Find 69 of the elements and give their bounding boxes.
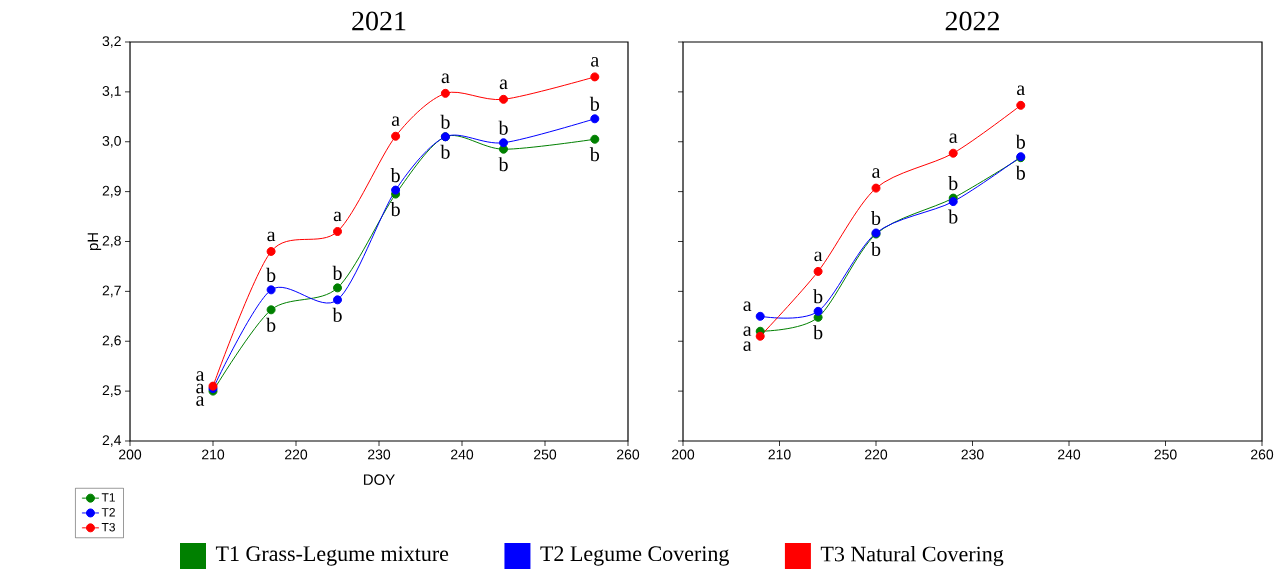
annotation: b	[440, 144, 450, 159]
annotation: b	[871, 241, 881, 257]
text: T1 Grass-Legume mixture	[215, 546, 449, 566]
legend-label: T2	[101, 508, 115, 517]
annotation: a	[743, 341, 752, 352]
annotation: b	[390, 168, 400, 183]
x-tick-label: 240	[451, 449, 474, 460]
annotation: b	[871, 210, 881, 226]
x-tick-label: 260	[1251, 449, 1274, 460]
annotation: b	[332, 265, 342, 280]
y-tick-label: 2,6	[102, 335, 121, 348]
annotation: b	[589, 147, 600, 162]
x-tick-label: 220	[285, 449, 308, 460]
x-tick-label: 250	[534, 449, 557, 460]
annotation: a	[872, 168, 881, 178]
annotation: a	[441, 73, 450, 84]
x-tick-label: 220	[865, 449, 888, 460]
annotation: a	[949, 133, 958, 143]
x-tick-label: 200	[672, 449, 695, 460]
annotation: b	[266, 317, 276, 332]
annotation: b	[1015, 134, 1025, 149]
annotation: b	[813, 289, 823, 304]
text: T3 Natural Covering	[820, 545, 1004, 566]
y-tick-label: 2,5	[102, 385, 121, 397]
annotation: a	[196, 383, 205, 394]
x-tick-label: 200	[119, 449, 142, 460]
chart-title: 2022	[945, 11, 999, 31]
annotation: a	[499, 79, 508, 90]
legend-label: T3	[101, 522, 115, 532]
annotation: a	[743, 301, 752, 312]
y-tick-label: 2,8	[102, 235, 121, 248]
annotation: b	[498, 120, 508, 135]
y-tick-label: 3,0	[102, 135, 121, 148]
annotation: a	[196, 396, 205, 406]
y-axis-title: pH	[87, 233, 102, 251]
x-axis-title: DOY	[363, 474, 395, 485]
y-tick-label: 3,2	[102, 36, 121, 48]
annotation: b	[948, 176, 958, 191]
annotation: b	[390, 202, 400, 217]
legend-label: T1	[101, 493, 115, 502]
annotation: b	[948, 209, 958, 224]
x-tick-label: 210	[768, 449, 791, 460]
x-tick-label: 260	[617, 449, 640, 460]
x-tick-label: 240	[1058, 449, 1081, 460]
x-tick-label: 250	[1154, 449, 1177, 460]
x-tick-label: 230	[368, 449, 391, 460]
annotation: a	[1017, 85, 1025, 96]
annotation: b	[1015, 165, 1025, 180]
y-tick-label: 3,1	[102, 86, 121, 98]
annotation: b	[332, 307, 342, 322]
annotation: b	[813, 325, 823, 340]
x-tick-label: 210	[202, 449, 225, 460]
y-tick-label: 2,7	[102, 285, 121, 298]
y-tick-label: 2,9	[102, 185, 121, 198]
annotation: a	[267, 231, 276, 242]
annotation: b	[589, 96, 600, 111]
annotation: a	[196, 371, 205, 381]
x-tick-label: 230	[961, 449, 984, 460]
y-tick-label: 2,4	[102, 435, 122, 447]
annotation: a	[814, 251, 823, 262]
annotation: a	[743, 326, 752, 337]
annotation: b	[440, 114, 450, 129]
annotation: b	[498, 157, 508, 172]
annotation: a	[591, 57, 599, 67]
annotation: a	[391, 116, 400, 127]
annotation: b	[266, 267, 276, 282]
text: T2 Legume Covering	[540, 546, 729, 566]
annotation: a	[333, 211, 342, 222]
chart-title: 2021	[352, 11, 406, 31]
